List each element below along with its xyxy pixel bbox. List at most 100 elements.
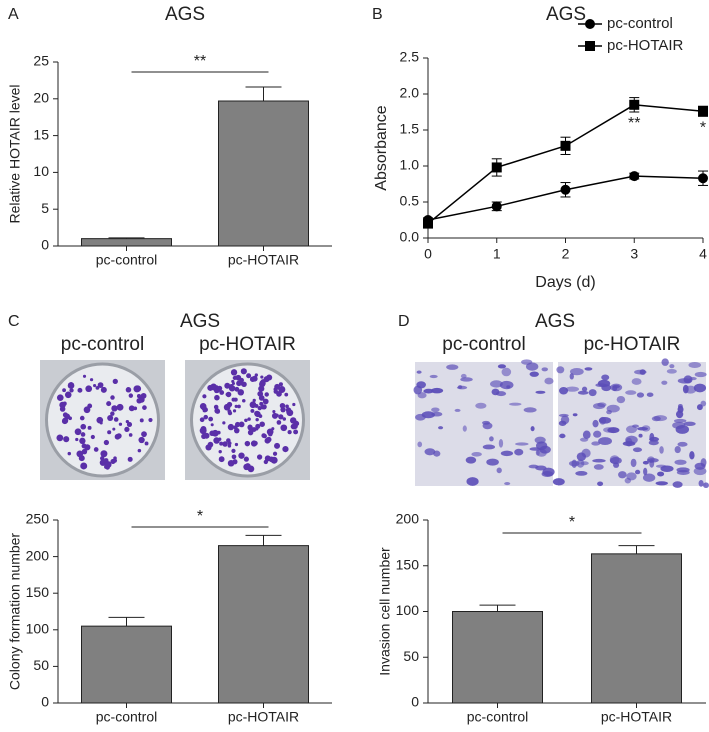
stain bbox=[111, 405, 118, 412]
stain bbox=[703, 482, 709, 489]
stain bbox=[491, 388, 500, 396]
stain bbox=[541, 367, 548, 372]
stain bbox=[454, 408, 461, 412]
stain bbox=[214, 408, 220, 414]
stain bbox=[93, 447, 99, 452]
stain bbox=[199, 417, 205, 423]
stain bbox=[273, 387, 277, 392]
stain bbox=[100, 456, 105, 461]
stain bbox=[138, 396, 145, 403]
stain bbox=[430, 387, 444, 394]
image-label: pc-HOTAIR bbox=[584, 334, 681, 355]
stain bbox=[238, 452, 245, 459]
x-axis-label: Days (d) bbox=[535, 274, 595, 291]
y-tick-label: 25 bbox=[33, 53, 49, 69]
stain bbox=[642, 473, 656, 482]
stain bbox=[275, 384, 280, 389]
stain bbox=[504, 482, 511, 486]
y-tick-label: 2.0 bbox=[400, 85, 420, 101]
stain bbox=[87, 425, 92, 430]
y-axis-label: Absorbance bbox=[373, 105, 390, 190]
stain bbox=[247, 424, 253, 430]
stain bbox=[79, 415, 85, 421]
stain bbox=[593, 464, 604, 470]
stain bbox=[100, 450, 108, 458]
y-tick-label: 1.0 bbox=[400, 157, 420, 173]
bar bbox=[591, 553, 682, 704]
stain bbox=[693, 383, 707, 393]
significance: * bbox=[197, 508, 203, 525]
stain bbox=[632, 424, 639, 428]
x-tick-label: 2 bbox=[562, 246, 570, 262]
stain bbox=[241, 381, 247, 388]
stain bbox=[577, 390, 589, 395]
stain bbox=[106, 401, 112, 407]
stain bbox=[90, 434, 95, 440]
stain bbox=[438, 426, 444, 430]
stain bbox=[648, 440, 659, 446]
stain bbox=[210, 423, 214, 427]
y-tick-label: 0 bbox=[41, 237, 49, 253]
y-tick-label: 15 bbox=[33, 126, 49, 142]
x-tick-label: pc-control bbox=[96, 252, 157, 268]
legend-marker bbox=[585, 19, 595, 29]
stain bbox=[251, 427, 257, 432]
stain bbox=[247, 465, 255, 473]
stain bbox=[676, 467, 690, 473]
stain bbox=[581, 386, 588, 392]
y-tick-label: 100 bbox=[396, 602, 420, 618]
stain bbox=[265, 436, 272, 443]
stain bbox=[597, 379, 611, 388]
y-tick-label: 0.5 bbox=[400, 193, 420, 209]
stain bbox=[632, 447, 643, 453]
stain bbox=[292, 402, 296, 407]
panel-label: A bbox=[8, 6, 19, 23]
stain bbox=[202, 394, 207, 399]
stain bbox=[429, 374, 438, 379]
stain bbox=[237, 404, 241, 409]
stain bbox=[85, 385, 93, 393]
stain bbox=[62, 401, 67, 406]
image-label: pc-control bbox=[61, 334, 144, 355]
stain bbox=[141, 431, 147, 438]
stain bbox=[222, 441, 228, 447]
x-tick-label: pc-control bbox=[467, 709, 528, 725]
stain bbox=[81, 448, 88, 455]
stain bbox=[255, 423, 261, 429]
stain bbox=[210, 383, 217, 391]
chart-title: AGS bbox=[535, 311, 575, 332]
stain bbox=[116, 433, 122, 439]
stain bbox=[446, 364, 459, 370]
stain bbox=[203, 432, 210, 439]
stain bbox=[219, 390, 225, 395]
stain bbox=[677, 405, 684, 414]
stain bbox=[229, 384, 234, 388]
stain bbox=[572, 413, 578, 417]
stain bbox=[421, 411, 436, 419]
stain bbox=[673, 418, 687, 423]
stain bbox=[666, 368, 677, 374]
stain bbox=[560, 415, 570, 425]
stain bbox=[661, 380, 668, 385]
stain bbox=[104, 461, 112, 469]
stain bbox=[199, 402, 207, 410]
stain bbox=[501, 367, 512, 377]
stain bbox=[234, 442, 239, 447]
stain bbox=[285, 404, 289, 409]
stain bbox=[234, 404, 238, 408]
stain bbox=[89, 378, 94, 382]
y-tick-label: 1.5 bbox=[400, 121, 420, 137]
stain bbox=[657, 471, 665, 477]
stain bbox=[575, 471, 588, 476]
significance: * bbox=[700, 120, 706, 137]
stain bbox=[238, 421, 245, 428]
stain bbox=[199, 427, 207, 435]
stain bbox=[672, 481, 683, 488]
y-tick-label: 50 bbox=[403, 648, 419, 664]
stain bbox=[276, 420, 282, 425]
stain bbox=[226, 438, 231, 443]
stain bbox=[655, 481, 668, 486]
stain bbox=[81, 443, 87, 449]
stain bbox=[613, 462, 620, 468]
stain bbox=[103, 439, 110, 446]
